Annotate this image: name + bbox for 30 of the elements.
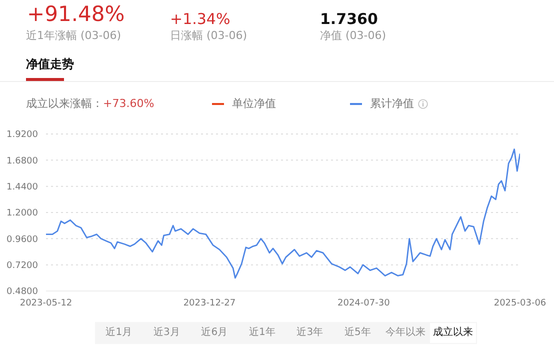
y-tick-label: 1.4400	[6, 182, 38, 193]
text: 近3月	[152, 326, 181, 340]
x-tick-label: 2023-12-27	[183, 298, 236, 308]
y-tick-label: 0.7200	[6, 261, 38, 272]
text: 近3年	[296, 326, 324, 340]
legend-label: 累计净值	[369, 96, 415, 111]
chart-title: 净值走势	[26, 56, 74, 73]
text: 日涨幅 (03-06)	[170, 28, 248, 43]
line-series	[46, 148, 520, 279]
text: 近6月	[200, 326, 229, 340]
y-tick-label: 1.9200	[6, 130, 38, 140]
y-tick-label: 0.9600	[6, 234, 38, 245]
text: +73.60%	[103, 97, 154, 110]
text: 1.7360	[320, 10, 378, 28]
text: 近5年	[343, 326, 372, 340]
legend-label: 单位净值	[231, 96, 276, 111]
x-tick-label: 2024-07-30	[338, 298, 390, 308]
y-tick-label: 0.4800	[6, 287, 38, 298]
y-tick-label: 1.6800	[6, 156, 38, 166]
text: +91.48%	[27, 2, 125, 26]
text: 近1年涨幅 (03-06)	[26, 28, 122, 43]
x-tick-label: 2023-05-12	[20, 298, 72, 308]
text: 近1月	[104, 326, 134, 340]
text: +1.34%	[170, 10, 230, 28]
y-tick-label: 1.2000	[6, 208, 38, 219]
text: 净值 (03-06)	[320, 28, 386, 43]
x-tick-label: 2025-03-06	[494, 298, 546, 308]
text: 近1年	[248, 326, 276, 340]
text: 今年以来	[384, 326, 426, 340]
text: 成立以来	[430, 323, 476, 343]
